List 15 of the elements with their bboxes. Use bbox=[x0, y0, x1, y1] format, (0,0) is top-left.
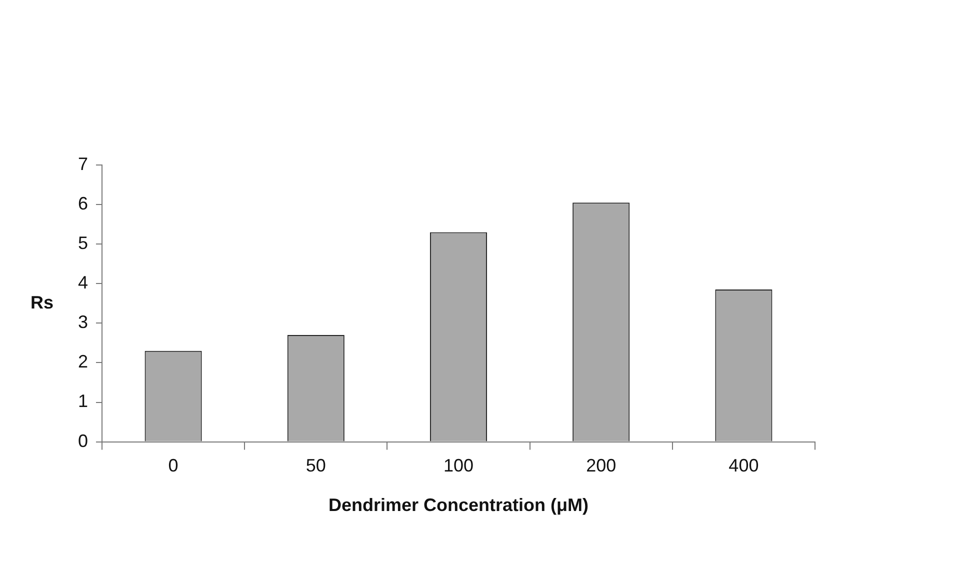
y-tick-label: 2 bbox=[78, 352, 88, 372]
x-tick-label: 50 bbox=[306, 456, 326, 476]
x-axis-title: Dendrimer Concentration (μM) bbox=[328, 495, 589, 516]
y-tick-label: 0 bbox=[78, 430, 88, 451]
y-tick-label: 4 bbox=[78, 272, 88, 293]
y-axis-title: Rs bbox=[30, 292, 54, 312]
x-tick-label: 400 bbox=[728, 456, 759, 476]
y-tick-label: 5 bbox=[78, 233, 88, 254]
x-tick-label: 100 bbox=[443, 456, 474, 476]
y-tick-label: 7 bbox=[78, 154, 88, 174]
y-tick-label: 6 bbox=[78, 194, 88, 214]
y-tick-label: 1 bbox=[78, 391, 88, 412]
x-tick-label: 200 bbox=[586, 456, 616, 476]
y-tick-label: 3 bbox=[78, 312, 88, 332]
x-tick-label: 0 bbox=[168, 456, 178, 476]
